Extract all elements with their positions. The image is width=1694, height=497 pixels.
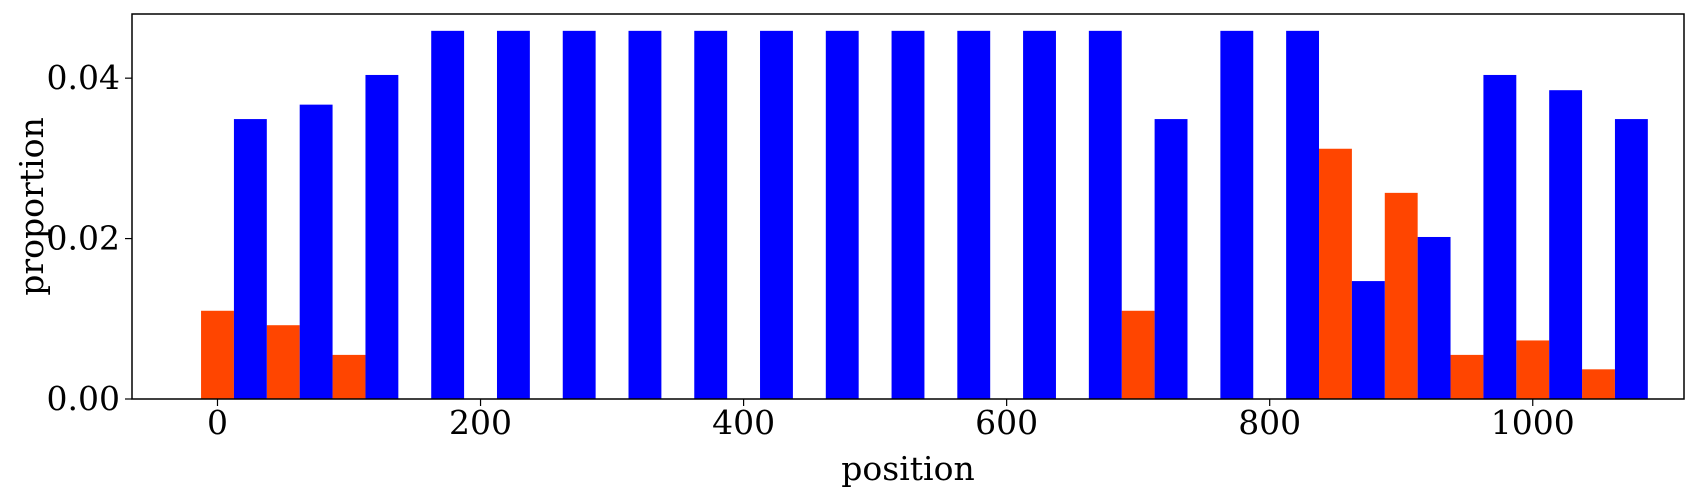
bar-series1-2 bbox=[365, 74, 399, 400]
x-tick-label-4: 800 bbox=[1238, 403, 1301, 442]
bar-series1-18 bbox=[1417, 236, 1451, 399]
bar-series1-13 bbox=[1088, 30, 1122, 400]
bar-series1-15 bbox=[1220, 30, 1254, 400]
bar-series1-20 bbox=[1549, 90, 1583, 399]
x-tick-label-5: 1000 bbox=[1491, 403, 1575, 442]
x-tick-label-0: 0 bbox=[207, 403, 228, 442]
bar-series1-14 bbox=[1154, 119, 1188, 399]
x-axis: 0 200 400 600 800 1000 bbox=[207, 399, 1575, 442]
x-tick-label-1: 200 bbox=[449, 403, 512, 442]
bar-series0-5 bbox=[1384, 192, 1418, 399]
y-tick-label-2: 0.04 bbox=[47, 58, 120, 97]
x-axis-label: position bbox=[841, 449, 974, 488]
bar-series1-4 bbox=[496, 30, 530, 400]
y-axis-label: proportion bbox=[12, 117, 51, 295]
bar-series0-6 bbox=[1450, 354, 1484, 399]
bar-series0-3 bbox=[1121, 310, 1155, 399]
bar-series1-1 bbox=[299, 104, 333, 399]
bar-series1-3 bbox=[431, 30, 465, 400]
bar-series1-21 bbox=[1614, 119, 1648, 399]
bar-series0-0 bbox=[201, 310, 234, 399]
bar-series1-7 bbox=[694, 30, 728, 400]
bar-series1-8 bbox=[760, 30, 793, 400]
bars-layer bbox=[201, 30, 1648, 400]
bar-series0-2 bbox=[332, 354, 366, 399]
bar-series0-4 bbox=[1319, 148, 1352, 399]
bar-series1-9 bbox=[825, 30, 859, 400]
bar-series1-16 bbox=[1286, 30, 1320, 400]
bar-series1-0 bbox=[233, 119, 267, 399]
bar-series0-8 bbox=[1582, 369, 1615, 399]
bar-series1-11 bbox=[957, 30, 991, 400]
bar-series1-17 bbox=[1351, 281, 1385, 399]
bar-series1-6 bbox=[628, 30, 662, 400]
bar-series0-1 bbox=[266, 325, 300, 399]
x-tick-label-3: 600 bbox=[975, 403, 1038, 442]
bar-series1-10 bbox=[891, 30, 925, 400]
x-tick-label-2: 400 bbox=[712, 403, 775, 442]
y-axis: 0.00 0.02 0.04 bbox=[47, 58, 132, 418]
bar-series0-7 bbox=[1516, 340, 1550, 399]
y-tick-label-1: 0.02 bbox=[47, 219, 120, 258]
bar-series1-19 bbox=[1483, 74, 1517, 400]
y-tick-label-0: 0.00 bbox=[47, 379, 120, 418]
bar-series1-5 bbox=[562, 30, 596, 400]
plot-frame bbox=[131, 13, 1685, 400]
bar-series1-12 bbox=[1023, 30, 1056, 400]
